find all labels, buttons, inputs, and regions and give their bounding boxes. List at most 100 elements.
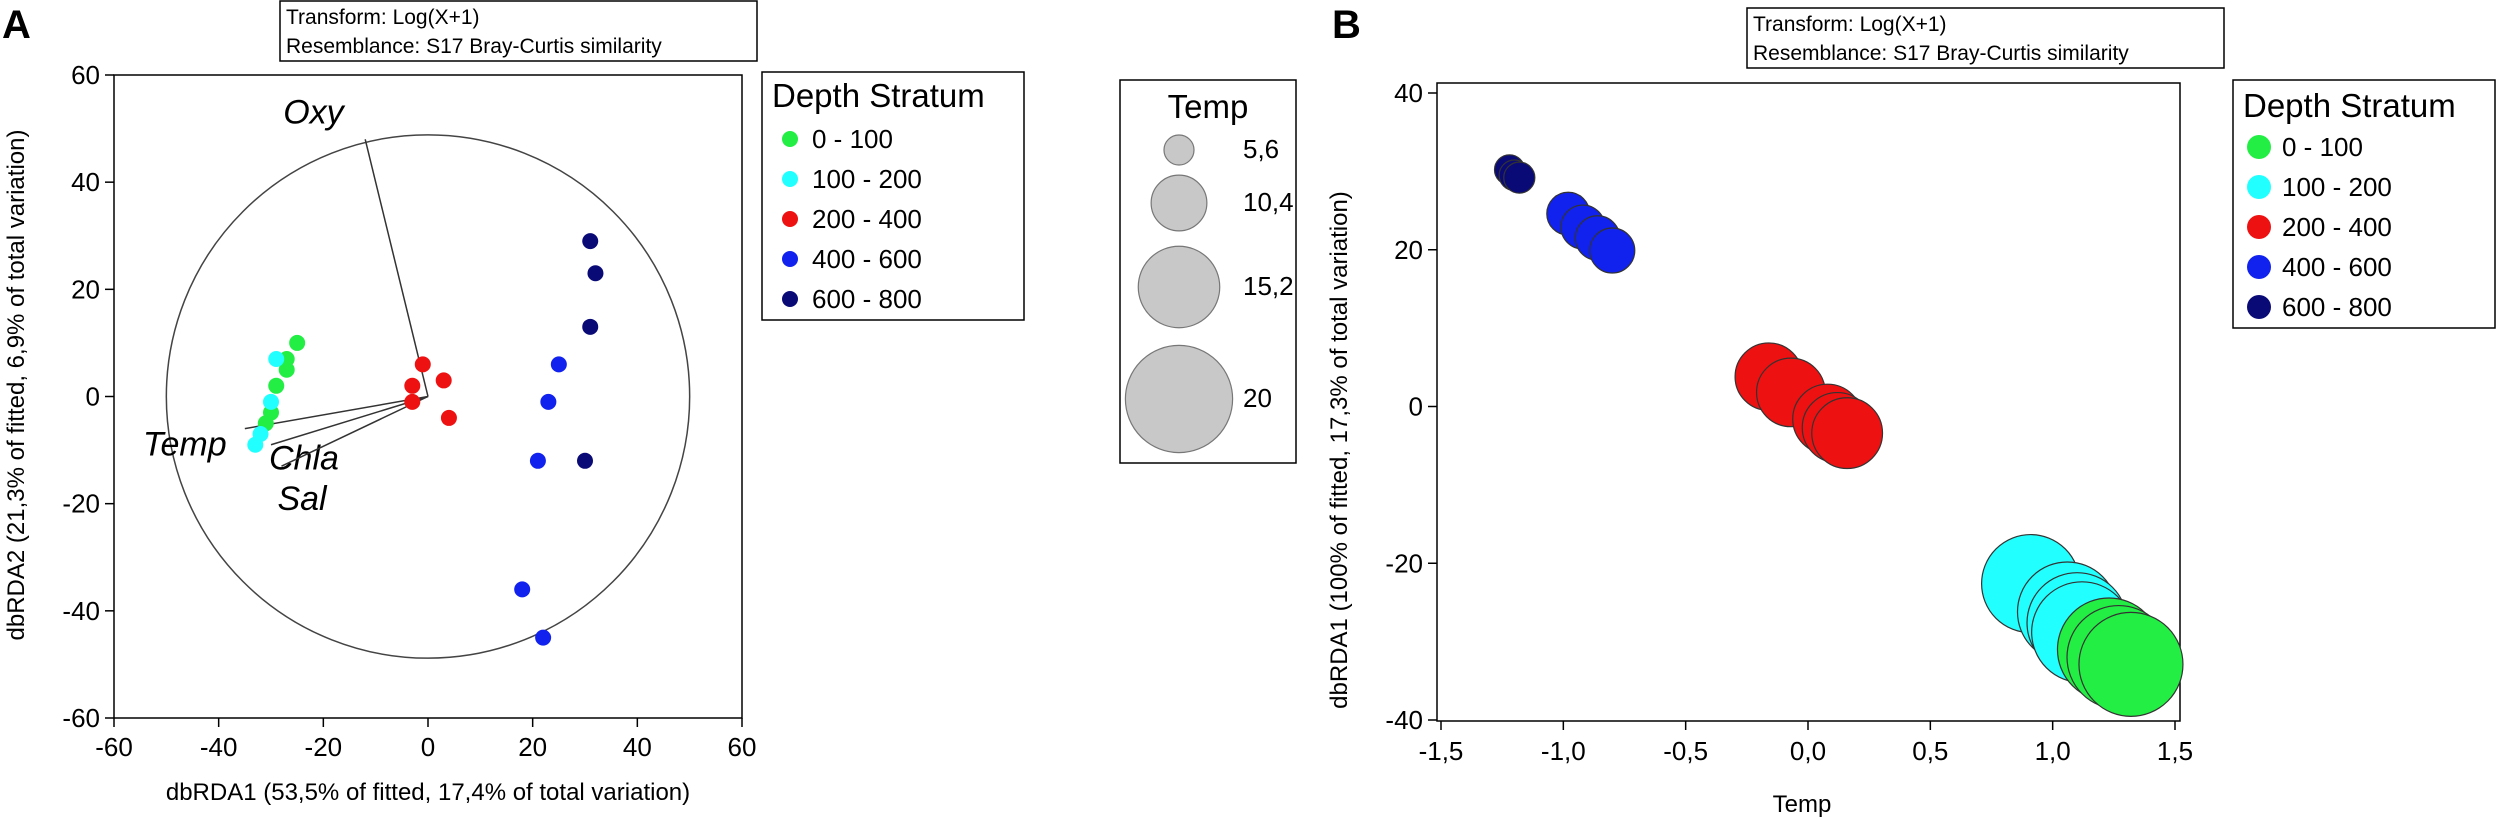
point-depth-100-200 [263, 393, 279, 410]
y-tick-label: -40 [1385, 705, 1423, 735]
size-legend-label: 15,2 [1243, 271, 1294, 301]
legend-label: 0 - 100 [2282, 132, 2363, 162]
vector-line-oxy [364, 139, 429, 397]
panel-a-axis-ticks: -60 -40 -20 0 20 40 60 -60 -40 -20 0 20 40 60 [62, 60, 756, 762]
panel-b: B Transform: Log(X+1) Resemblance: S17 B… [1326, 3, 2496, 818]
panel-b-legend-box [2232, 79, 2496, 329]
x-tick-label: 60 [728, 732, 757, 762]
y-tick-label: 20 [1394, 235, 1423, 265]
temp-size-legend-items: 5,6 10,4 15,2 20 [1124, 134, 1294, 454]
legend-marker [2247, 295, 2271, 319]
x-tick-label: -1,5 [1419, 736, 1464, 766]
point-depth-0-100 [278, 361, 295, 378]
vector-line-sal [281, 395, 429, 467]
panel-b-legend-title: Depth Stratum [2243, 87, 2456, 124]
panel-a-x-axis-label: dbRDA1 (53,5% of fitted, 17,4% of total … [166, 779, 690, 806]
point-depth-400-600 [529, 452, 546, 469]
size-legend-circle [1163, 134, 1195, 166]
size-legend-label: 20 [1243, 383, 1272, 413]
y-tick-label: -60 [62, 703, 100, 733]
point-depth-200-400 [440, 409, 457, 426]
vector-line-temp [244, 395, 429, 430]
y-tick-label: 20 [71, 274, 100, 304]
legend-marker [2247, 255, 2271, 279]
bubble-depth-400-600 [1589, 227, 1636, 274]
point-depth-200-400 [435, 372, 452, 389]
legend-label: 200 - 400 [2282, 212, 2392, 242]
point-depth-200-400 [414, 356, 431, 373]
legend-marker [2247, 215, 2271, 239]
panel-a-resemblance-text: Resemblance: S17 Bray-Curtis similarity [286, 35, 662, 58]
panel-b-x-axis-label: Temp [1773, 791, 1832, 818]
x-tick-label: 0,0 [1790, 736, 1826, 766]
bubble-depth-600-800 [1503, 161, 1536, 194]
point-depth-600-800 [582, 318, 599, 335]
x-tick-label: -20 [305, 732, 343, 762]
legend-marker [782, 291, 798, 307]
x-tick-label: -40 [200, 732, 238, 762]
panel-a-legend-title: Depth Stratum [772, 77, 985, 114]
panel-a-letter: A [2, 3, 31, 47]
x-tick-label: 0 [421, 732, 435, 762]
point-depth-400-600 [550, 356, 567, 373]
panel-b-letter: B [1332, 3, 1361, 47]
size-legend-label: 5,6 [1243, 134, 1279, 164]
size-legend-circle [1124, 344, 1234, 454]
x-tick-label: 40 [623, 732, 652, 762]
bubble-depth-0-100 [2078, 611, 2184, 717]
panel-a-points [247, 233, 604, 646]
point-depth-100-200 [247, 436, 264, 453]
panel-b-y-axis-label: dbRDA1 (100% of fitted, 17,3% of total v… [1326, 191, 1353, 709]
x-tick-label: 0,5 [1912, 736, 1948, 766]
vector-label-temp: Temp [143, 426, 227, 464]
point-depth-600-800 [582, 233, 599, 250]
correlation-circle [165, 134, 691, 659]
legend-label: 600 - 800 [812, 284, 922, 314]
point-depth-0-100 [289, 334, 306, 351]
legend-label: 0 - 100 [812, 124, 893, 154]
legend-marker [782, 211, 798, 227]
x-tick-label: 1,5 [2157, 736, 2193, 766]
temp-size-legend: Temp 5,6 10,4 15,2 20 [1119, 79, 1297, 464]
legend-label: 200 - 400 [812, 204, 922, 234]
bubble-depth-200-400 [1811, 397, 1884, 470]
panel-a-legend-items: 0 - 100 100 - 200 200 - 400 400 - 600 600 - … [782, 124, 922, 314]
legend-marker [2247, 135, 2271, 159]
panel-b-info-box [1746, 7, 2225, 69]
panel-a-transform-text: Transform: Log(X+1) [286, 6, 480, 29]
size-legend-circle [1137, 245, 1221, 329]
panel-a-y-axis-label: dbRDA2 (21,3% of fitted, 6,9% of total v… [3, 130, 30, 641]
legend-label: 100 - 200 [2282, 172, 2392, 202]
y-tick-label: 60 [71, 60, 100, 90]
point-depth-600-800 [587, 265, 604, 282]
x-tick-label: -1,0 [1541, 736, 1586, 766]
legend-label: 400 - 600 [812, 244, 922, 274]
panel-a-info-box [279, 0, 758, 62]
x-tick-label: -60 [95, 732, 133, 762]
x-tick-label: 1,0 [2035, 736, 2071, 766]
y-tick-label: -20 [62, 489, 100, 519]
panel-b-axis-ticks: -1,5 -1,0 -0,5 0,0 0,5 1,0 1,5 -40 -20 0 20 40 [1385, 78, 2193, 766]
size-legend-circle [1150, 174, 1208, 232]
panel-a-legend-box [761, 71, 1025, 321]
legend-marker [782, 251, 798, 267]
point-depth-400-600 [540, 393, 557, 410]
legend-label: 100 - 200 [812, 164, 922, 194]
y-tick-label: 40 [71, 167, 100, 197]
y-tick-label: 0 [1409, 392, 1423, 422]
vector-line-chla [270, 395, 429, 446]
point-depth-200-400 [404, 377, 421, 394]
panel-a: A Transform: Log(X+1) Resemblance: S17 B… [2, 0, 1025, 806]
vector-label-oxy: Oxy [283, 93, 345, 131]
y-tick-label: -40 [62, 596, 100, 626]
legend-marker [782, 171, 798, 187]
y-tick-label: 40 [1394, 78, 1423, 108]
size-legend-label: 10,4 [1243, 187, 1294, 217]
vector-label-sal: Sal [277, 480, 328, 518]
x-tick-label: -0,5 [1663, 736, 1708, 766]
panel-b-resemblance-text: Resemblance: S17 Bray-Curtis similarity [1753, 42, 2129, 65]
vector-label-chla: Chla [269, 440, 339, 478]
point-depth-600-800 [577, 452, 593, 469]
temp-size-legend-title: Temp [1168, 88, 1249, 125]
